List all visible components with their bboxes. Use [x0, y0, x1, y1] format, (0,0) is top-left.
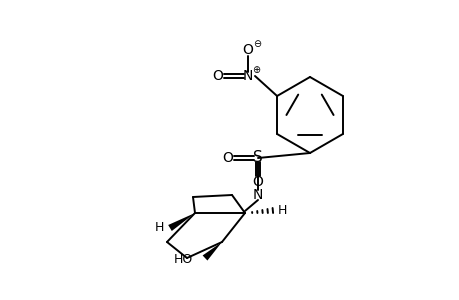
Text: O: O [242, 43, 253, 57]
Text: H: H [277, 203, 286, 217]
Text: O: O [222, 151, 233, 165]
Text: HO: HO [174, 254, 193, 266]
Text: ⊕: ⊕ [252, 65, 259, 75]
Text: S: S [252, 151, 262, 166]
Text: O: O [252, 175, 263, 189]
Polygon shape [168, 213, 195, 231]
Text: N: N [242, 69, 252, 83]
Text: N: N [252, 188, 263, 202]
Text: O: O [212, 69, 223, 83]
Text: ⊖: ⊖ [252, 39, 261, 49]
Text: H: H [154, 221, 164, 235]
Polygon shape [202, 242, 222, 260]
